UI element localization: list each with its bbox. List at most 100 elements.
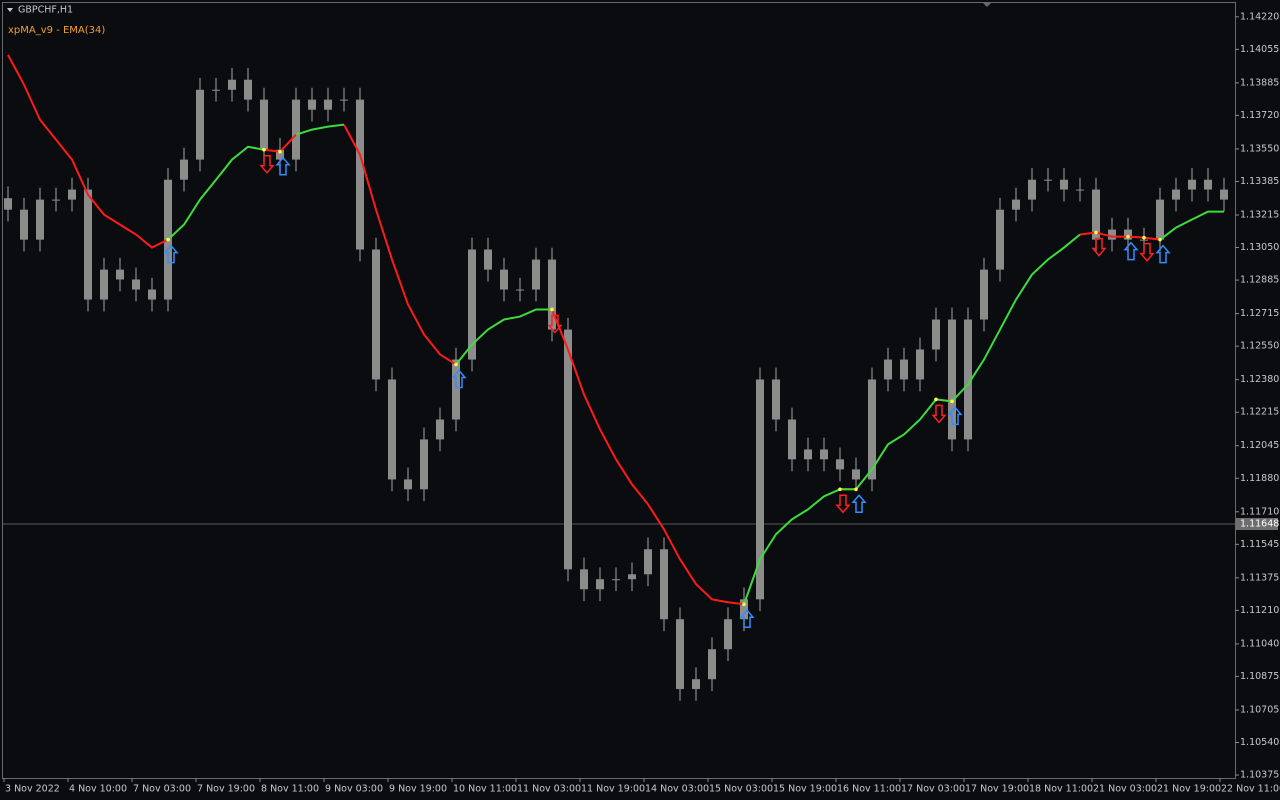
candle-body [1028,179,1036,200]
x-tick-label: 21 Nov 19:00 [1157,784,1221,795]
candle-body [1060,179,1068,190]
candle-body [436,419,444,440]
y-tick-label: 1.11040 [1240,638,1279,649]
y-tick-label: 1.12550 [1240,341,1279,352]
candle-body [4,198,12,210]
y-tick-label: 1.11375 [1240,572,1279,583]
signal-dot [1094,230,1098,235]
y-tick-label: 1.14220 [1240,11,1279,22]
candle-body [452,359,460,420]
candle-body [1076,189,1084,191]
candle-body [820,449,828,460]
candle-body [852,469,860,480]
candle-body [1092,189,1100,240]
y-tick-label: 1.11545 [1240,539,1279,550]
candle-body [1044,179,1052,181]
signal-dot [1158,237,1162,242]
candle-body [564,329,572,570]
candle-body [788,419,796,460]
candle-body [644,549,652,575]
candle-body [660,549,668,620]
shift-marker[interactable] [983,3,991,7]
x-tick-label: 17 Nov 03:00 [901,784,965,795]
x-tick-label: 3 Nov 2022 [5,784,60,795]
arrow-shape [835,494,851,514]
candle-body [932,319,940,350]
buy-arrow [1123,234,1139,261]
signal-dot [1126,234,1130,239]
x-tick-label: 4 Nov 10:00 [69,784,127,795]
candle-body [916,349,924,380]
x-tick-label: 9 Nov 19:00 [389,784,447,795]
candle-body [692,679,700,690]
y-tick-label: 1.11210 [1240,605,1279,616]
y-tick-label: 1.10705 [1240,704,1279,715]
arrow-shape [275,156,291,176]
candle-body [292,99,300,160]
indicator-label: xpMA_v9 - EMA(34) [8,25,105,36]
y-tick-label: 1.13550 [1240,143,1279,154]
candle-body [468,249,476,360]
x-tick-label: 22 Nov 11:00 [1221,784,1280,795]
candle-body [1108,229,1116,240]
candle-body [1188,179,1196,190]
candle-body [196,89,204,160]
y-tick-label: 1.12715 [1240,308,1279,319]
menu-triangle[interactable] [7,8,13,12]
y-tick-label: 1.11880 [1240,473,1279,484]
candle-body [52,199,60,201]
candle-body [964,319,972,440]
y-tick-label: 1.10375 [1240,770,1279,781]
candle-body [356,99,364,250]
arrow-shape [1139,242,1155,262]
candle-body [148,289,156,300]
arrow-shape [739,609,755,629]
y-tick-label: 1.10875 [1240,671,1279,682]
candle-body [404,479,412,490]
x-tick-label: 11 Nov 03:00 [517,784,581,795]
candle-body [724,619,732,650]
candle-body [260,99,268,150]
x-tick-label: 7 Nov 03:00 [133,784,191,795]
candle-body [532,259,540,290]
signal-dot [166,237,170,242]
arrow-shape [163,244,179,264]
candle-body [324,99,332,110]
candle-body [84,189,92,300]
signal-dot [454,362,458,367]
buy-arrow [739,602,755,629]
candle-body [836,459,844,470]
current-price-label: 1.11648 [1240,519,1279,530]
arrow-shape [451,369,467,389]
buy-arrow [851,487,867,514]
ema-line [167,123,1224,605]
candle-body [308,99,316,110]
arrow-shape [547,314,563,334]
signal-dot [838,487,842,492]
candle-body [100,269,108,300]
candle-body [548,259,556,330]
candle-body [772,379,780,420]
candle-body [612,579,620,581]
arrow-shape [1091,237,1107,257]
candle-body [1140,239,1148,241]
y-tick-label: 1.13720 [1240,110,1279,121]
candle-body [340,99,348,101]
candle-body [708,649,716,680]
sell-arrow [547,307,563,334]
buy-arrow [947,399,963,426]
arrow-shape [947,406,963,426]
sell-arrow [1139,235,1155,262]
signal-dot [278,149,282,154]
candle-body [1124,229,1132,240]
signal-dot [934,397,938,402]
y-tick-label: 1.12380 [1240,374,1279,385]
x-tick-label: 10 Nov 11:00 [453,784,517,795]
buy-arrow [451,362,467,389]
x-tick-label: 15 Nov 19:00 [773,784,837,795]
candle-body [868,379,876,480]
x-tick-label: 14 Nov 03:00 [645,784,709,795]
candle-body [116,269,124,280]
